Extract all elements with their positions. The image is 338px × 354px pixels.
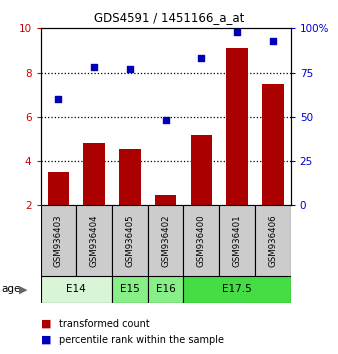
Bar [41, 205, 76, 276]
Bar [148, 276, 184, 303]
Text: GSM936401: GSM936401 [233, 215, 242, 267]
Text: age: age [2, 284, 21, 295]
Point [56, 96, 61, 102]
Bar [112, 205, 148, 276]
Point [270, 38, 275, 44]
Bar [255, 205, 291, 276]
Bar [148, 205, 184, 276]
Text: percentile rank within the sample: percentile rank within the sample [59, 335, 224, 345]
Bar [184, 205, 219, 276]
Text: GSM936403: GSM936403 [54, 215, 63, 267]
Text: GSM936406: GSM936406 [268, 215, 277, 267]
Bar [48, 172, 69, 205]
Text: GSM936400: GSM936400 [197, 215, 206, 267]
Text: ■: ■ [41, 335, 51, 345]
Bar [41, 276, 112, 303]
Bar [83, 143, 105, 205]
Point [163, 118, 168, 123]
Bar [219, 205, 255, 276]
Text: E14: E14 [66, 284, 86, 295]
Bar [155, 195, 176, 205]
Text: transformed count: transformed count [59, 319, 150, 329]
Point [92, 64, 97, 70]
Bar [191, 135, 212, 205]
Text: GSM936404: GSM936404 [90, 215, 99, 267]
Text: GSM936402: GSM936402 [161, 215, 170, 267]
Text: ▶: ▶ [19, 284, 27, 295]
Bar [262, 84, 284, 205]
Text: E16: E16 [156, 284, 175, 295]
Text: GSM936405: GSM936405 [125, 215, 135, 267]
Text: E17.5: E17.5 [222, 284, 252, 295]
Point [199, 56, 204, 61]
Point [234, 29, 240, 35]
Bar [76, 205, 112, 276]
Text: E15: E15 [120, 284, 140, 295]
Bar [112, 276, 148, 303]
Bar [226, 48, 248, 205]
Point [127, 66, 132, 72]
Bar [119, 149, 141, 205]
Text: ■: ■ [41, 319, 51, 329]
Text: GDS4591 / 1451166_a_at: GDS4591 / 1451166_a_at [94, 11, 244, 24]
Bar [184, 276, 291, 303]
